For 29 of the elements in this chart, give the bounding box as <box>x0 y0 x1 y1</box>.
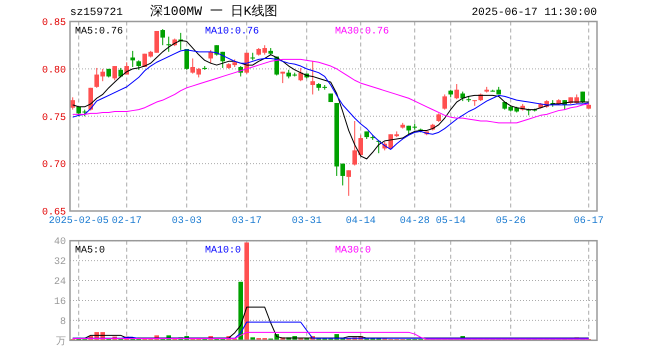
y-tick-label: 24 <box>54 277 66 288</box>
y-tick-label: 0.85 <box>42 18 66 29</box>
text: 2025-06-17 11:30:00 <box>472 7 597 19</box>
y-tick-label: 8 <box>60 316 66 328</box>
x-tick-label: 03-31 <box>292 216 322 227</box>
x-tick-label: 03-17 <box>232 216 262 227</box>
x-tick-label: 03-03 <box>172 216 202 227</box>
x-tick-label: 04-14 <box>346 216 376 227</box>
y-tick-label: 32 <box>54 257 66 268</box>
x-tick-label: 04-28 <box>400 216 430 227</box>
y-tick-label: 0.70 <box>42 160 66 172</box>
series-label: MA10:0.76 <box>205 26 260 38</box>
text: MA10:0 <box>205 246 242 257</box>
y-tick-label: 0.80 <box>42 65 66 76</box>
x-tick-label: 2025-02-05 <box>48 216 109 227</box>
y-tick-label: 0.75 <box>42 112 66 124</box>
x-tick-label: 05-14 <box>436 216 466 227</box>
y-tick-label: 40 <box>54 237 66 248</box>
x-tick-label: 05-26 <box>496 216 526 227</box>
text: MA5:0.76 <box>75 26 124 38</box>
text: sz159721 <box>70 7 124 19</box>
chart-title: 深100MW 一 日K线图 <box>150 4 278 19</box>
text: MA30:0 <box>335 246 372 257</box>
y-tick-label: 16 <box>54 296 66 308</box>
x-tick-label: 06-17 <box>574 216 604 227</box>
text: MA30:0.76 <box>335 26 390 38</box>
y-tick-label: 万 <box>56 336 66 348</box>
text: MA5:0 <box>75 246 106 257</box>
x-tick-label: 02-17 <box>112 216 142 227</box>
